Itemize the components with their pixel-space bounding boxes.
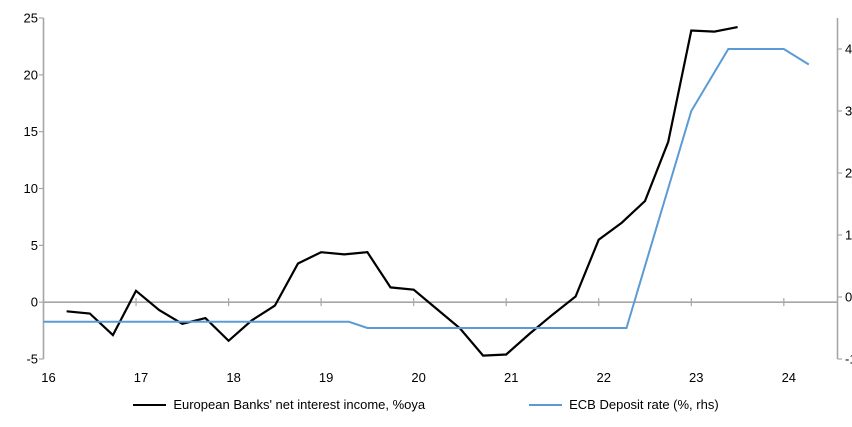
x-axis-tick-label: 23	[689, 370, 703, 385]
x-axis-tick-label: 18	[226, 370, 240, 385]
left-axis-tick-label: 15	[24, 124, 38, 139]
left-axis-tick-label: -5	[26, 352, 38, 367]
right-axis-tick-label: 2	[845, 166, 852, 181]
left-axis-tick-label: 20	[24, 67, 38, 82]
net-interest-income-line	[66, 26, 738, 357]
left-axis-tick-label: 5	[31, 238, 38, 253]
x-axis-tick-label: 20	[411, 370, 425, 385]
x-axis-tick-label: 16	[41, 370, 55, 385]
legend-label: ECB Deposit rate (%, rhs)	[569, 397, 719, 412]
legend-label: European Banks' net interest income, %oy…	[173, 397, 426, 412]
right-axis-tick-label: -1	[845, 352, 852, 367]
x-axis-tick-label: 17	[134, 370, 148, 385]
x-axis-tick-label: 24	[782, 370, 796, 385]
left-axis-tick-label: 25	[24, 11, 38, 26]
ecb-deposit-rate-line	[43, 48, 810, 329]
black-line-swatch-icon	[133, 403, 167, 406]
x-axis-tick-label: 22	[597, 370, 611, 385]
legend-item-net-interest-income: European Banks' net interest income, %oy…	[133, 397, 425, 412]
legend-item-ecb-deposit-rate: ECB Deposit rate (%, rhs)	[529, 397, 719, 412]
right-axis-tick-label: 4	[845, 42, 852, 57]
blue-line-swatch-icon	[529, 403, 563, 406]
x-axis-tick-label: 19	[319, 370, 333, 385]
legend: European Banks' net interest income, %oy…	[0, 397, 852, 412]
x-axis-tick-label: 21	[504, 370, 518, 385]
left-axis-tick-label: 10	[24, 181, 38, 196]
left-axis-tick-label: 0	[31, 295, 38, 310]
right-axis-tick-label: 0	[845, 290, 852, 305]
right-axis-tick-label: 3	[845, 104, 852, 119]
right-axis-tick-label: 1	[845, 228, 852, 243]
